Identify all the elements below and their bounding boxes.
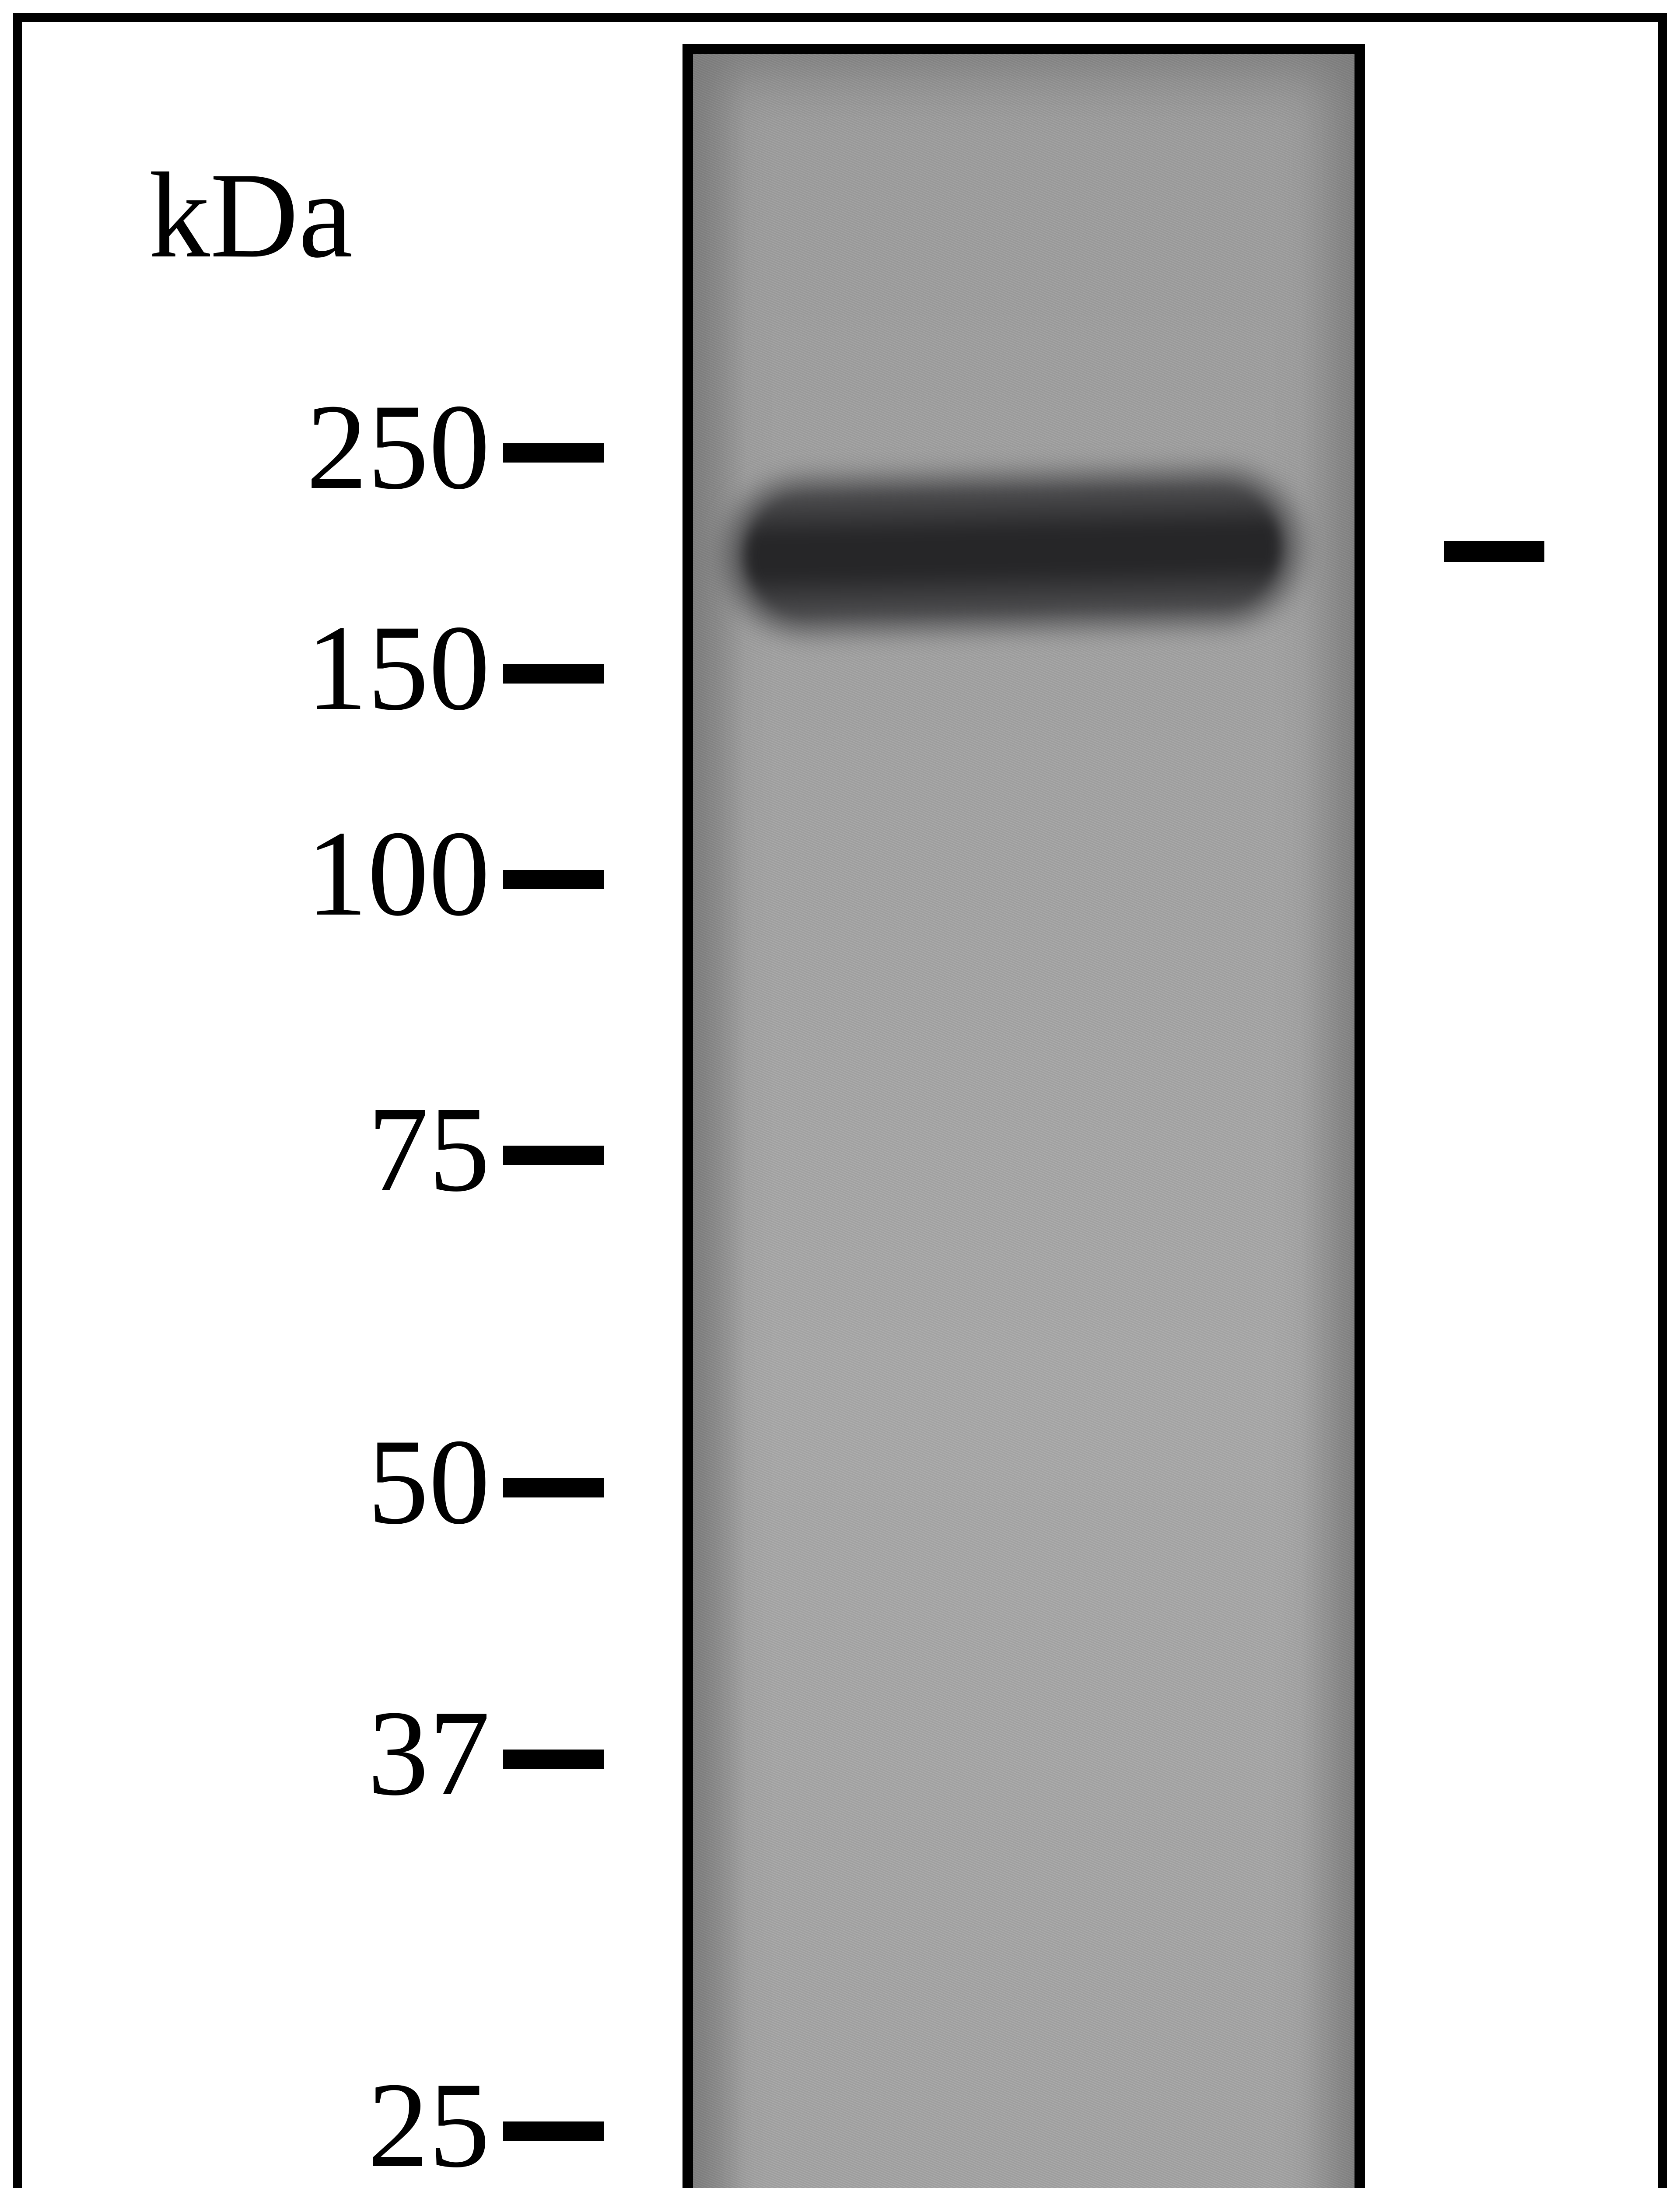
western-blot-figure: kDa 250150100755037252015 [0, 0, 1680, 2188]
kda-unit-label: kDa [149, 144, 353, 286]
mw-marker-tick [503, 2121, 604, 2141]
mw-marker-tick [503, 1146, 604, 1165]
mw-marker-tick [503, 664, 604, 684]
mw-marker-tick [503, 1478, 604, 1497]
mw-marker-label: 100 [96, 812, 490, 935]
target-size-marker [1444, 541, 1544, 562]
protein-band [744, 489, 1281, 614]
mw-marker-tick [503, 1750, 604, 1769]
mw-marker-label: 150 [96, 607, 490, 729]
mw-marker-label: 75 [96, 1088, 490, 1210]
mw-marker-label: 50 [96, 1420, 490, 1543]
mw-marker-tick [503, 870, 604, 889]
blot-lane-frame [682, 44, 1365, 2188]
mw-marker-label: 250 [96, 386, 490, 508]
mw-marker-label: 25 [96, 2064, 490, 2186]
blot-lane-grain [693, 54, 1354, 2188]
mw-marker-label: 37 [96, 1692, 490, 1814]
mw-marker-tick [503, 443, 604, 463]
